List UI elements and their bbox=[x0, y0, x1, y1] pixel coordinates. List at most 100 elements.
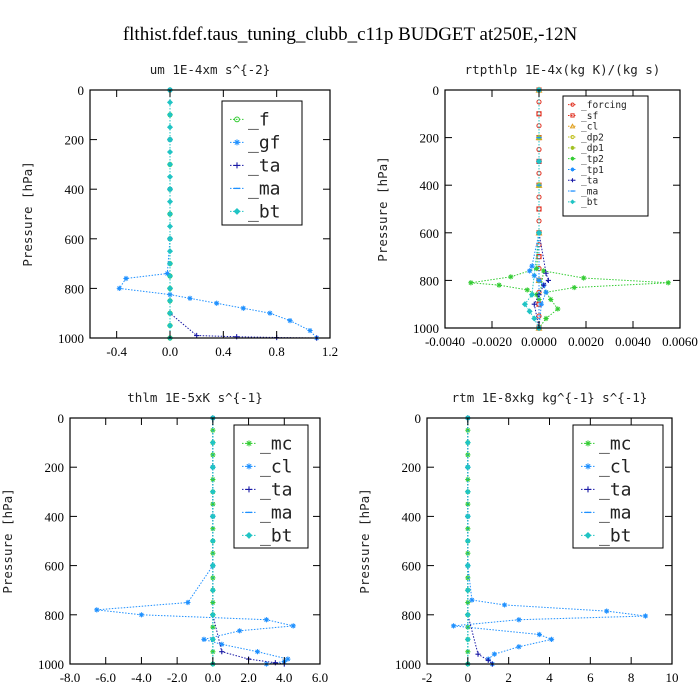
data-point bbox=[541, 282, 547, 288]
data-point bbox=[166, 260, 174, 267]
x-tick-label: -2 bbox=[422, 670, 433, 685]
legend-marker bbox=[585, 440, 591, 447]
data-point bbox=[642, 613, 649, 619]
panel-2: rtpthlp 1E-4x(kg K)/(kg s) Pressure [hPa]… bbox=[375, 62, 698, 349]
data-point bbox=[166, 111, 174, 118]
y-tick-label: 0 bbox=[58, 411, 65, 426]
data-point bbox=[508, 274, 514, 280]
data-point bbox=[240, 305, 246, 311]
legend: _forcing_sf_cl_dp2_dp1_tp2_tp1_ta_ma_bt bbox=[562, 95, 649, 217]
data-point bbox=[464, 513, 471, 520]
series-line bbox=[524, 90, 540, 329]
data-point bbox=[464, 636, 471, 643]
legend-marker bbox=[585, 486, 591, 493]
legend-label: _mc bbox=[260, 434, 293, 455]
x-tick-label: 0.8 bbox=[269, 344, 285, 359]
data-point bbox=[210, 501, 216, 507]
data-point bbox=[219, 649, 225, 655]
legend-label: _bt bbox=[581, 197, 598, 208]
legend-marker bbox=[234, 116, 240, 123]
series-bt bbox=[166, 86, 174, 342]
data-point bbox=[116, 285, 122, 291]
data-point bbox=[219, 641, 225, 647]
y-tick-label: 600 bbox=[420, 226, 440, 241]
data-point bbox=[307, 327, 313, 334]
data-point bbox=[166, 297, 174, 304]
data-point bbox=[465, 526, 471, 532]
data-point bbox=[450, 623, 457, 629]
y-tick-label: 800 bbox=[402, 608, 422, 623]
legend-marker bbox=[245, 531, 253, 539]
data-point bbox=[166, 148, 174, 156]
x-tick-label: 0.0020 bbox=[568, 334, 604, 349]
data-point bbox=[531, 273, 537, 279]
legend-label: _mc bbox=[599, 434, 632, 455]
data-point bbox=[254, 649, 261, 655]
y-tick-label: 400 bbox=[402, 509, 422, 524]
data-point bbox=[166, 136, 174, 143]
legend-label: _cl bbox=[599, 457, 632, 478]
data-point bbox=[604, 608, 610, 614]
data-point bbox=[535, 229, 543, 236]
legend-label: _ma bbox=[260, 503, 293, 524]
data-point bbox=[464, 537, 471, 545]
x-tick-label: 4 bbox=[546, 670, 553, 685]
legend-label: _forcing bbox=[581, 100, 627, 111]
data-point bbox=[543, 315, 549, 322]
data-point bbox=[123, 275, 129, 282]
y-axis-label: Pressure [hPa] bbox=[0, 488, 15, 593]
legend-label: _bt bbox=[248, 202, 281, 223]
y-tick-label: 600 bbox=[65, 232, 85, 247]
legend-marker bbox=[570, 134, 575, 140]
legend-label: _gf bbox=[248, 133, 281, 154]
x-tick-label: 0.0 bbox=[162, 344, 178, 359]
legend-label: _tp2 bbox=[581, 154, 604, 165]
legend-marker bbox=[570, 145, 575, 150]
series-line bbox=[528, 90, 547, 329]
y-tick-label: 200 bbox=[402, 460, 422, 475]
legend-label: _f bbox=[248, 110, 270, 131]
data-point bbox=[210, 526, 216, 532]
data-point bbox=[496, 282, 502, 288]
y-tick-label: 0 bbox=[433, 83, 440, 98]
legend-label: _ta bbox=[260, 480, 293, 501]
data-point bbox=[465, 501, 471, 507]
data-point bbox=[531, 301, 537, 307]
data-point bbox=[210, 649, 216, 655]
data-point bbox=[201, 636, 207, 642]
legend-label: _dp2 bbox=[581, 132, 604, 143]
legend-label: _cl bbox=[581, 122, 598, 133]
data-point bbox=[469, 597, 475, 603]
x-tick-label: 8 bbox=[628, 670, 635, 685]
x-tick-label: 0.0040 bbox=[615, 334, 651, 349]
data-point bbox=[166, 285, 174, 292]
panel-title: rtpthlp 1E-4x(kg K)/(kg s) bbox=[465, 62, 661, 77]
legend-marker bbox=[585, 463, 591, 470]
data-point bbox=[285, 656, 291, 662]
data-point bbox=[209, 636, 216, 643]
panel-1: um 1E-4xm s^{-2} Pressure [hPa] -0.4 0.0 0.4… bbox=[20, 62, 338, 359]
legend-marker bbox=[233, 207, 241, 215]
y-tick-label: 800 bbox=[420, 273, 440, 288]
x-tick-label: 6 bbox=[587, 670, 594, 685]
x-tick-label: 0.0 bbox=[205, 670, 221, 685]
data-point bbox=[545, 277, 551, 283]
data-point bbox=[468, 280, 474, 286]
data-point bbox=[543, 289, 549, 295]
data-point bbox=[535, 158, 543, 165]
legend-label: _ma bbox=[599, 503, 632, 524]
data-point bbox=[166, 186, 174, 193]
series-line bbox=[467, 418, 493, 665]
data-point bbox=[237, 628, 243, 634]
data-point bbox=[290, 623, 296, 629]
data-point bbox=[185, 599, 191, 606]
data-point bbox=[464, 562, 471, 569]
data-point bbox=[209, 488, 216, 495]
legend-label: _ma bbox=[581, 186, 598, 197]
data-point bbox=[166, 272, 174, 280]
panel-title: thlm 1E-5xK s^{-1} bbox=[127, 390, 262, 405]
legend-label: _sf bbox=[581, 111, 598, 122]
legend-label: _ta bbox=[248, 156, 281, 177]
legend-marker bbox=[234, 162, 240, 169]
